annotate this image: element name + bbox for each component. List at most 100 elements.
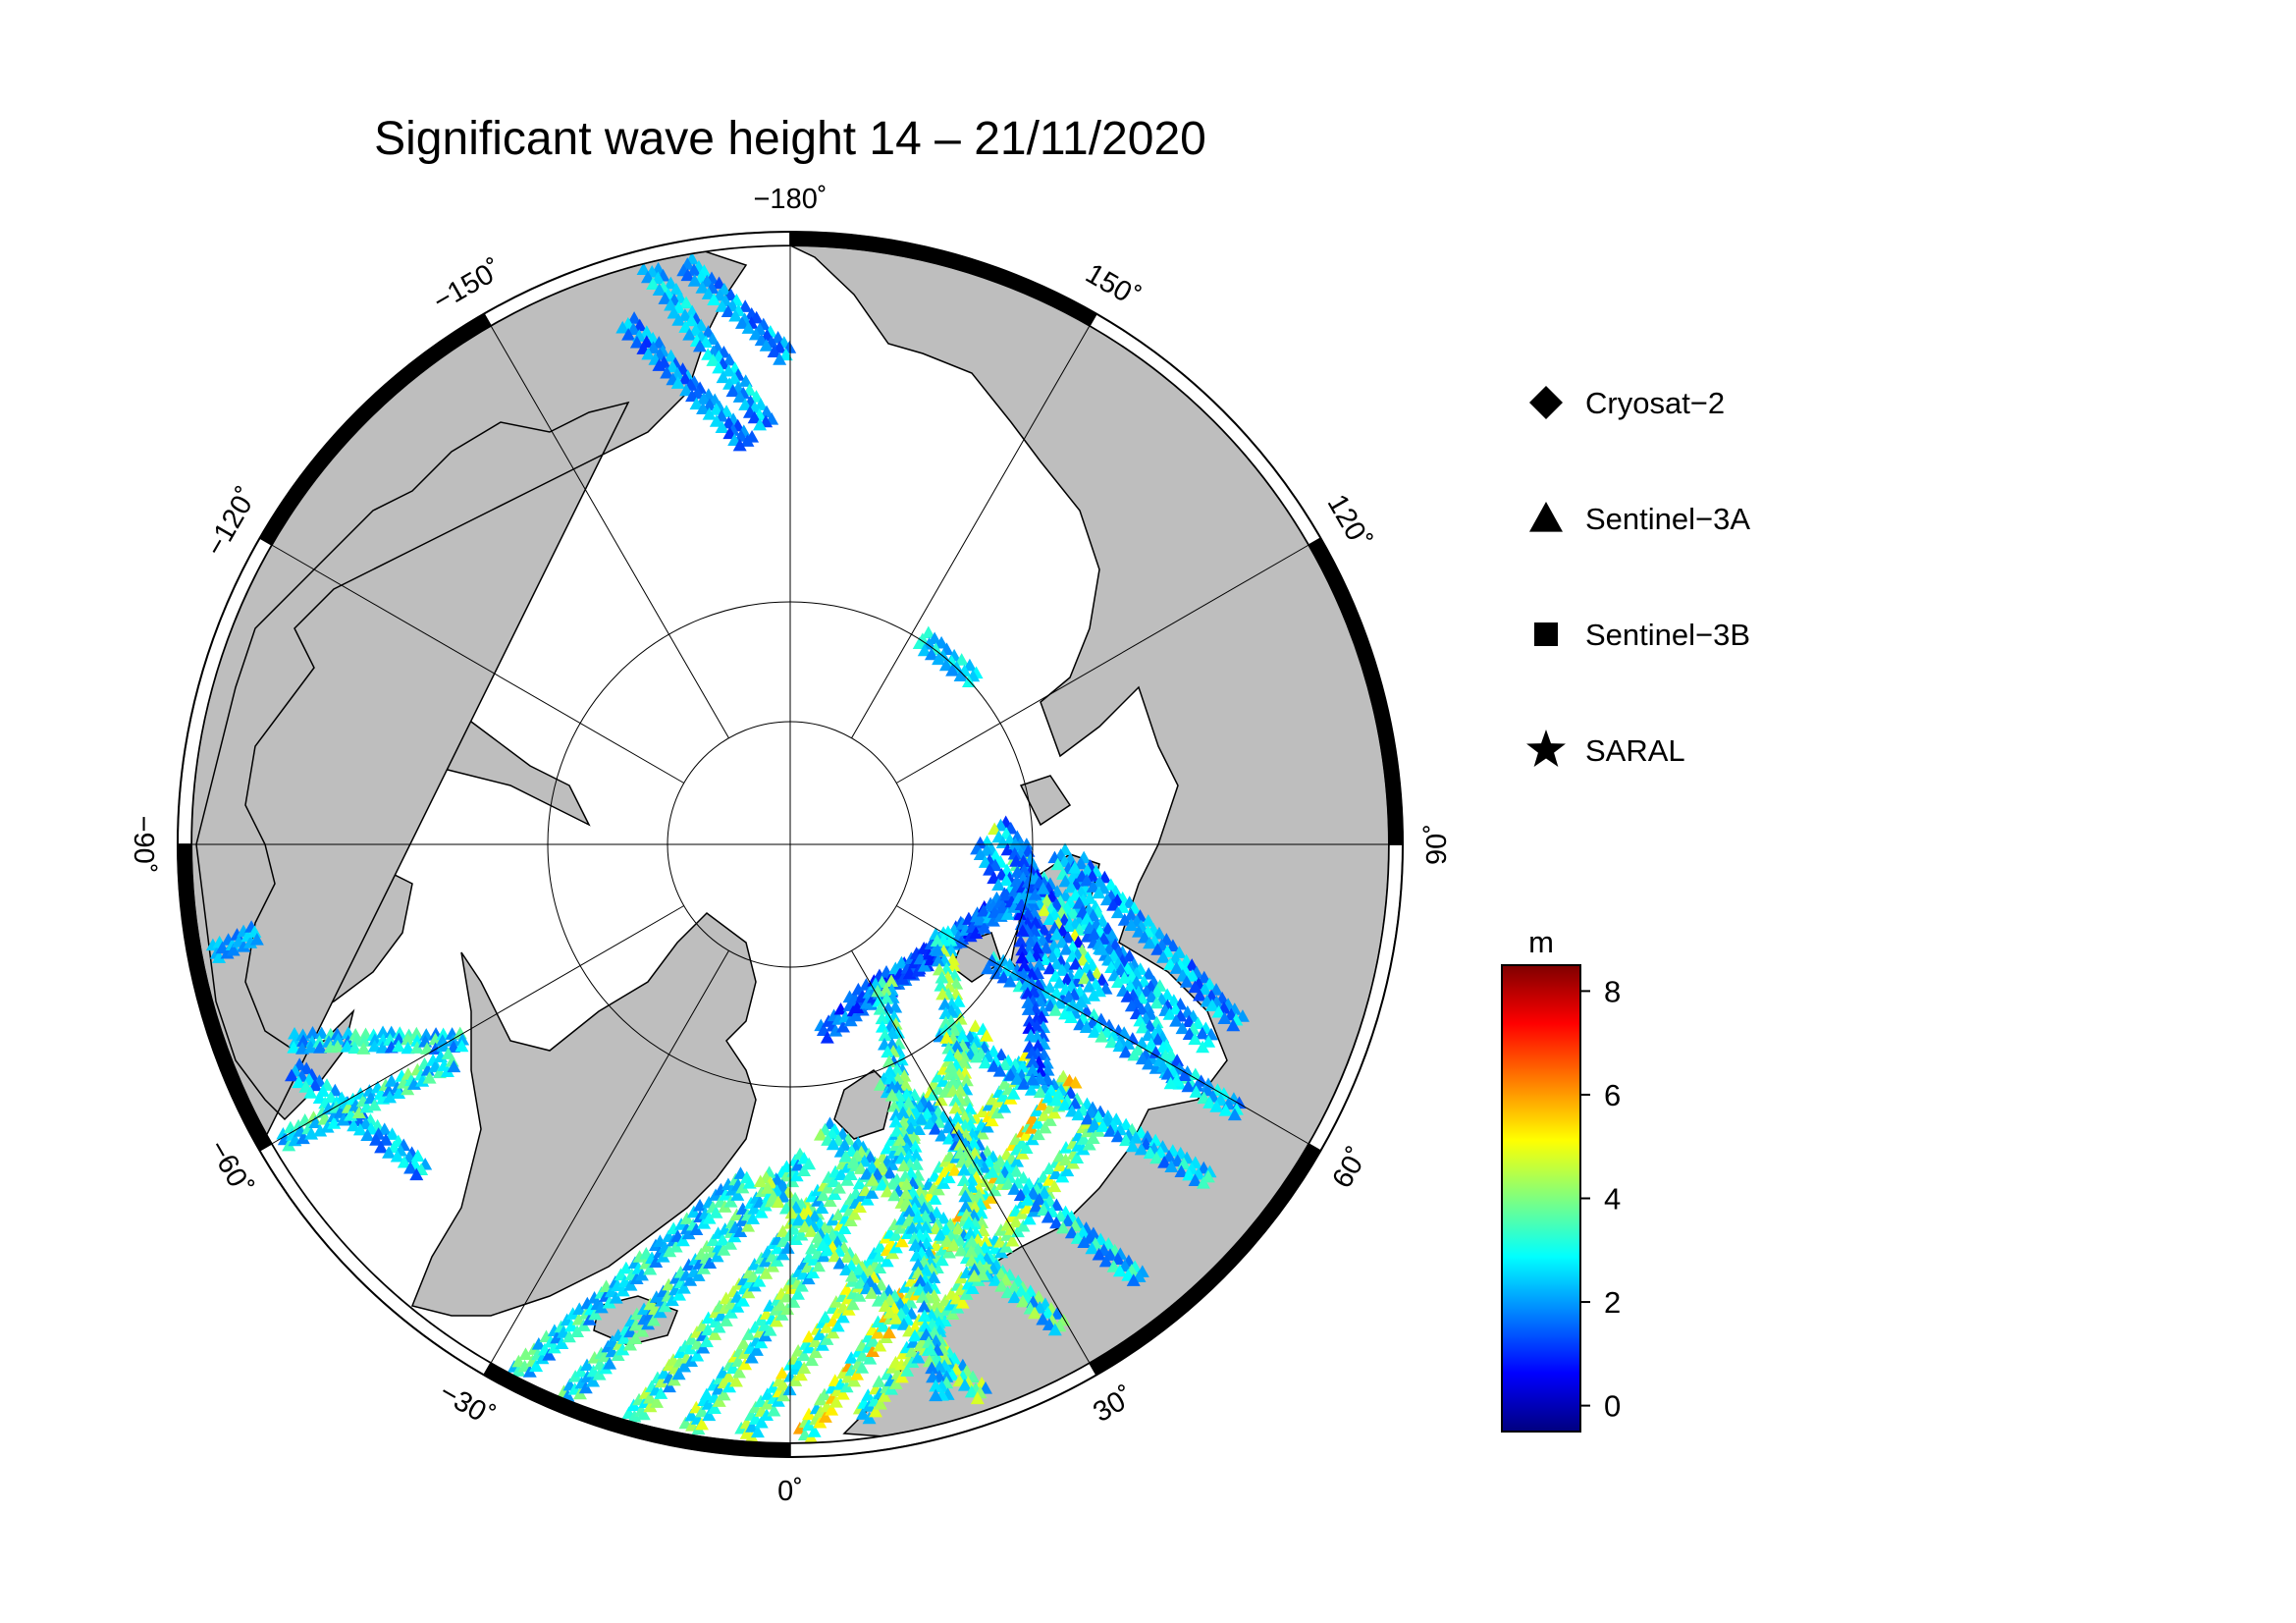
- track-marker: [712, 1394, 726, 1407]
- track-marker: [959, 1073, 974, 1087]
- track-marker: [855, 1407, 870, 1420]
- track-marker: [1025, 1063, 1040, 1076]
- track-marker: [1189, 1085, 1203, 1098]
- track-marker: [1086, 880, 1100, 893]
- track-marker: [400, 1032, 415, 1046]
- track-marker: [900, 1364, 915, 1377]
- track-marker: [945, 664, 960, 676]
- square-icon: [1534, 622, 1558, 646]
- track-marker: [917, 959, 932, 972]
- track-marker: [759, 339, 774, 352]
- track-marker: [1055, 1220, 1070, 1234]
- track-marker: [682, 328, 697, 341]
- track-marker: [1067, 860, 1082, 874]
- track-marker: [377, 1122, 392, 1135]
- track-marker: [852, 1176, 867, 1190]
- track-marker: [872, 1375, 886, 1387]
- track-marker: [1087, 1117, 1101, 1131]
- track-marker: [1163, 1076, 1178, 1090]
- track-marker: [738, 398, 753, 410]
- track-marker: [866, 1334, 881, 1347]
- track-marker: [741, 1327, 756, 1340]
- track-marker: [1077, 971, 1092, 985]
- track-marker: [352, 1122, 367, 1136]
- track-marker: [628, 1318, 643, 1331]
- track-marker: [1037, 903, 1051, 917]
- track-marker: [797, 1163, 812, 1177]
- track-marker: [586, 1374, 601, 1387]
- track-marker: [1158, 1049, 1173, 1061]
- track-marker: [828, 1395, 843, 1408]
- track-marker: [864, 1286, 879, 1299]
- track-marker: [1049, 1093, 1064, 1107]
- track-marker: [832, 1256, 847, 1270]
- track-marker: [1149, 996, 1164, 1009]
- track-marker: [708, 1327, 722, 1340]
- track-marker: [828, 1249, 842, 1263]
- track-marker: [953, 1138, 968, 1151]
- track-marker: [732, 1365, 747, 1379]
- track-marker: [710, 1249, 724, 1263]
- track-marker: [400, 1082, 415, 1096]
- track-marker: [1125, 1139, 1140, 1153]
- track-marker: [1106, 1260, 1121, 1272]
- track-marker: [872, 1249, 886, 1263]
- track-marker: [909, 1249, 924, 1262]
- track-marker: [816, 1188, 830, 1202]
- track-marker: [641, 1317, 656, 1330]
- track-marker: [1008, 1215, 1023, 1228]
- track-marker: [1024, 1028, 1039, 1042]
- track-marker: [1082, 1137, 1096, 1151]
- track-marker: [1179, 975, 1194, 988]
- track-marker: [928, 1325, 942, 1339]
- track-marker: [409, 1041, 424, 1054]
- track-marker: [1047, 1179, 1062, 1193]
- track-marker: [684, 313, 699, 327]
- track-marker: [955, 1154, 970, 1167]
- track-marker: [1201, 1077, 1215, 1090]
- track-marker: [686, 1205, 701, 1218]
- track-marker: [685, 389, 700, 403]
- track-marker: [908, 1140, 923, 1153]
- track-marker: [899, 1177, 914, 1190]
- longitude-label: 150˚: [1080, 258, 1145, 314]
- track-marker: [390, 1080, 404, 1094]
- track-marker: [918, 1319, 933, 1332]
- track-marker: [1057, 1098, 1072, 1110]
- track-marker: [921, 625, 935, 639]
- track-marker: [1211, 1004, 1226, 1018]
- track-marker: [1047, 1323, 1062, 1336]
- track-marker: [1195, 1026, 1209, 1040]
- track-marker: [820, 1243, 834, 1257]
- track-marker: [1021, 996, 1036, 1008]
- track-marker: [955, 1029, 970, 1043]
- track-marker: [880, 992, 894, 1004]
- track-marker: [392, 1086, 406, 1099]
- track-marker: [1033, 1085, 1047, 1099]
- track-marker: [871, 984, 885, 998]
- track-marker: [1110, 1129, 1125, 1143]
- track-marker: [927, 1271, 941, 1283]
- track-marker: [618, 1261, 633, 1274]
- track-marker: [884, 974, 899, 987]
- track-marker: [1025, 1046, 1040, 1059]
- track-marker: [1028, 1306, 1042, 1320]
- track-marker: [382, 1083, 397, 1097]
- track-marker: [931, 953, 945, 967]
- track-marker: [1052, 976, 1067, 989]
- track-marker: [907, 1328, 922, 1342]
- track-marker: [996, 970, 1011, 984]
- track-marker: [1015, 1294, 1030, 1308]
- track-marker: [1059, 943, 1074, 955]
- track-marker: [701, 1311, 716, 1325]
- track-marker: [770, 1254, 784, 1267]
- track-marker: [782, 1382, 797, 1396]
- track-marker: [946, 958, 961, 972]
- track-marker: [818, 1310, 832, 1324]
- track-marker: [1023, 935, 1038, 947]
- legend-item-square: Sentinel−3B: [1534, 618, 1750, 652]
- track-marker: [1143, 1146, 1157, 1160]
- track-marker: [775, 1224, 790, 1237]
- track-marker: [296, 1034, 311, 1047]
- track-marker: [914, 1111, 929, 1125]
